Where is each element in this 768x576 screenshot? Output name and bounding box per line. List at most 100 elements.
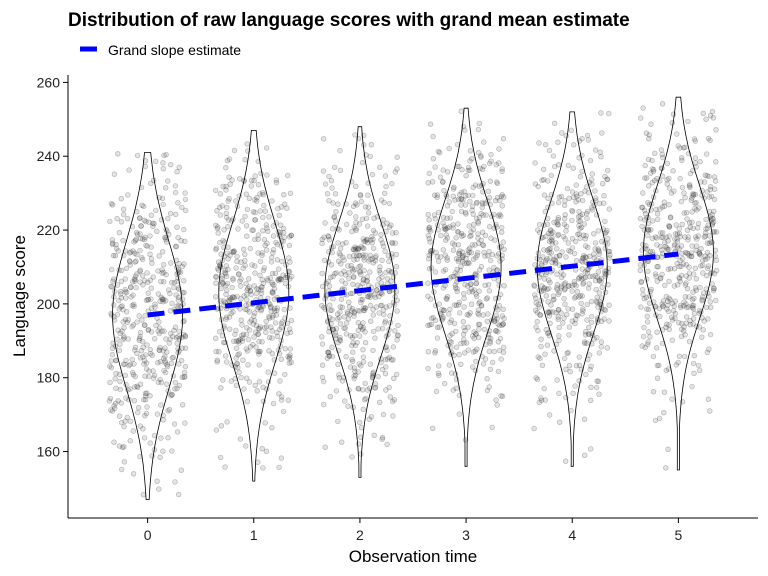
data-point	[223, 291, 229, 297]
data-point	[587, 157, 594, 164]
data-point	[598, 344, 604, 350]
data-point	[392, 302, 398, 308]
data-point	[577, 225, 583, 232]
data-point	[325, 278, 332, 285]
data-point	[319, 283, 326, 290]
data-point	[654, 329, 660, 335]
data-point	[118, 267, 125, 274]
data-point	[178, 269, 184, 275]
data-point	[428, 321, 435, 328]
data-point	[372, 230, 378, 236]
data-point	[349, 342, 355, 349]
data-point	[559, 130, 565, 136]
data-point	[127, 259, 133, 265]
data-point	[140, 256, 146, 263]
data-point	[558, 274, 565, 281]
data-point	[536, 304, 542, 310]
data-point	[452, 285, 459, 291]
data-point	[113, 357, 119, 364]
data-point	[692, 160, 699, 166]
data-point	[147, 251, 153, 257]
data-point	[286, 242, 293, 249]
data-point	[472, 242, 478, 248]
data-point	[695, 233, 701, 239]
data-point	[175, 297, 182, 303]
data-point	[351, 333, 358, 339]
data-point	[531, 283, 538, 289]
data-point	[637, 267, 643, 273]
data-point	[444, 294, 451, 300]
data-point	[148, 244, 154, 250]
data-point	[654, 211, 661, 217]
data-point	[377, 290, 383, 296]
data-point	[162, 358, 168, 364]
data-point	[434, 335, 441, 341]
data-point	[117, 341, 123, 347]
data-point	[172, 379, 179, 386]
data-point	[463, 256, 469, 262]
data-point	[496, 302, 502, 309]
data-point	[341, 314, 348, 320]
data-point	[452, 197, 458, 203]
data-point	[426, 170, 432, 177]
data-point	[224, 158, 231, 164]
data-point	[181, 331, 187, 338]
data-point	[223, 353, 229, 359]
data-point	[352, 372, 359, 378]
data-point	[472, 348, 478, 354]
data-point	[390, 413, 396, 419]
data-point	[485, 188, 492, 195]
data-point	[355, 245, 362, 251]
data-point	[231, 248, 237, 255]
data-point	[161, 152, 167, 159]
data-point	[495, 213, 502, 219]
data-point	[350, 281, 356, 287]
data-point	[491, 318, 497, 324]
data-point	[118, 219, 125, 225]
data-point	[130, 279, 136, 285]
data-point	[113, 245, 120, 252]
data-point	[437, 150, 443, 156]
data-point	[645, 200, 651, 206]
data-point	[140, 339, 146, 345]
data-point	[148, 285, 155, 291]
data-point	[274, 333, 281, 339]
data-point	[542, 397, 548, 403]
data-point	[706, 233, 713, 239]
data-point	[160, 448, 166, 454]
data-point	[263, 247, 270, 253]
data-point	[496, 322, 503, 329]
data-point	[601, 306, 607, 313]
data-point	[478, 237, 484, 244]
data-point	[220, 237, 226, 244]
data-point	[645, 339, 651, 345]
data-point	[496, 347, 503, 354]
data-point	[351, 373, 357, 379]
data-point	[117, 378, 123, 385]
data-point	[276, 276, 282, 282]
data-point	[149, 260, 155, 266]
data-point	[126, 362, 132, 369]
data-point	[217, 454, 224, 461]
data-point	[172, 324, 179, 330]
data-point	[691, 136, 698, 142]
data-point	[236, 340, 242, 346]
data-point	[655, 264, 661, 270]
data-point	[159, 267, 165, 273]
data-point	[181, 369, 188, 376]
data-point	[263, 145, 270, 151]
data-point	[425, 349, 431, 355]
data-point	[476, 334, 482, 341]
data-point	[425, 322, 431, 329]
data-point	[131, 276, 138, 282]
data-point	[244, 325, 250, 331]
data-point	[218, 423, 225, 429]
data-point	[337, 304, 343, 310]
data-point	[214, 359, 220, 365]
data-point	[454, 288, 460, 295]
data-point	[266, 214, 272, 220]
data-point	[248, 291, 254, 298]
data-point	[461, 260, 467, 267]
data-point	[327, 394, 333, 400]
data-point	[569, 208, 576, 215]
